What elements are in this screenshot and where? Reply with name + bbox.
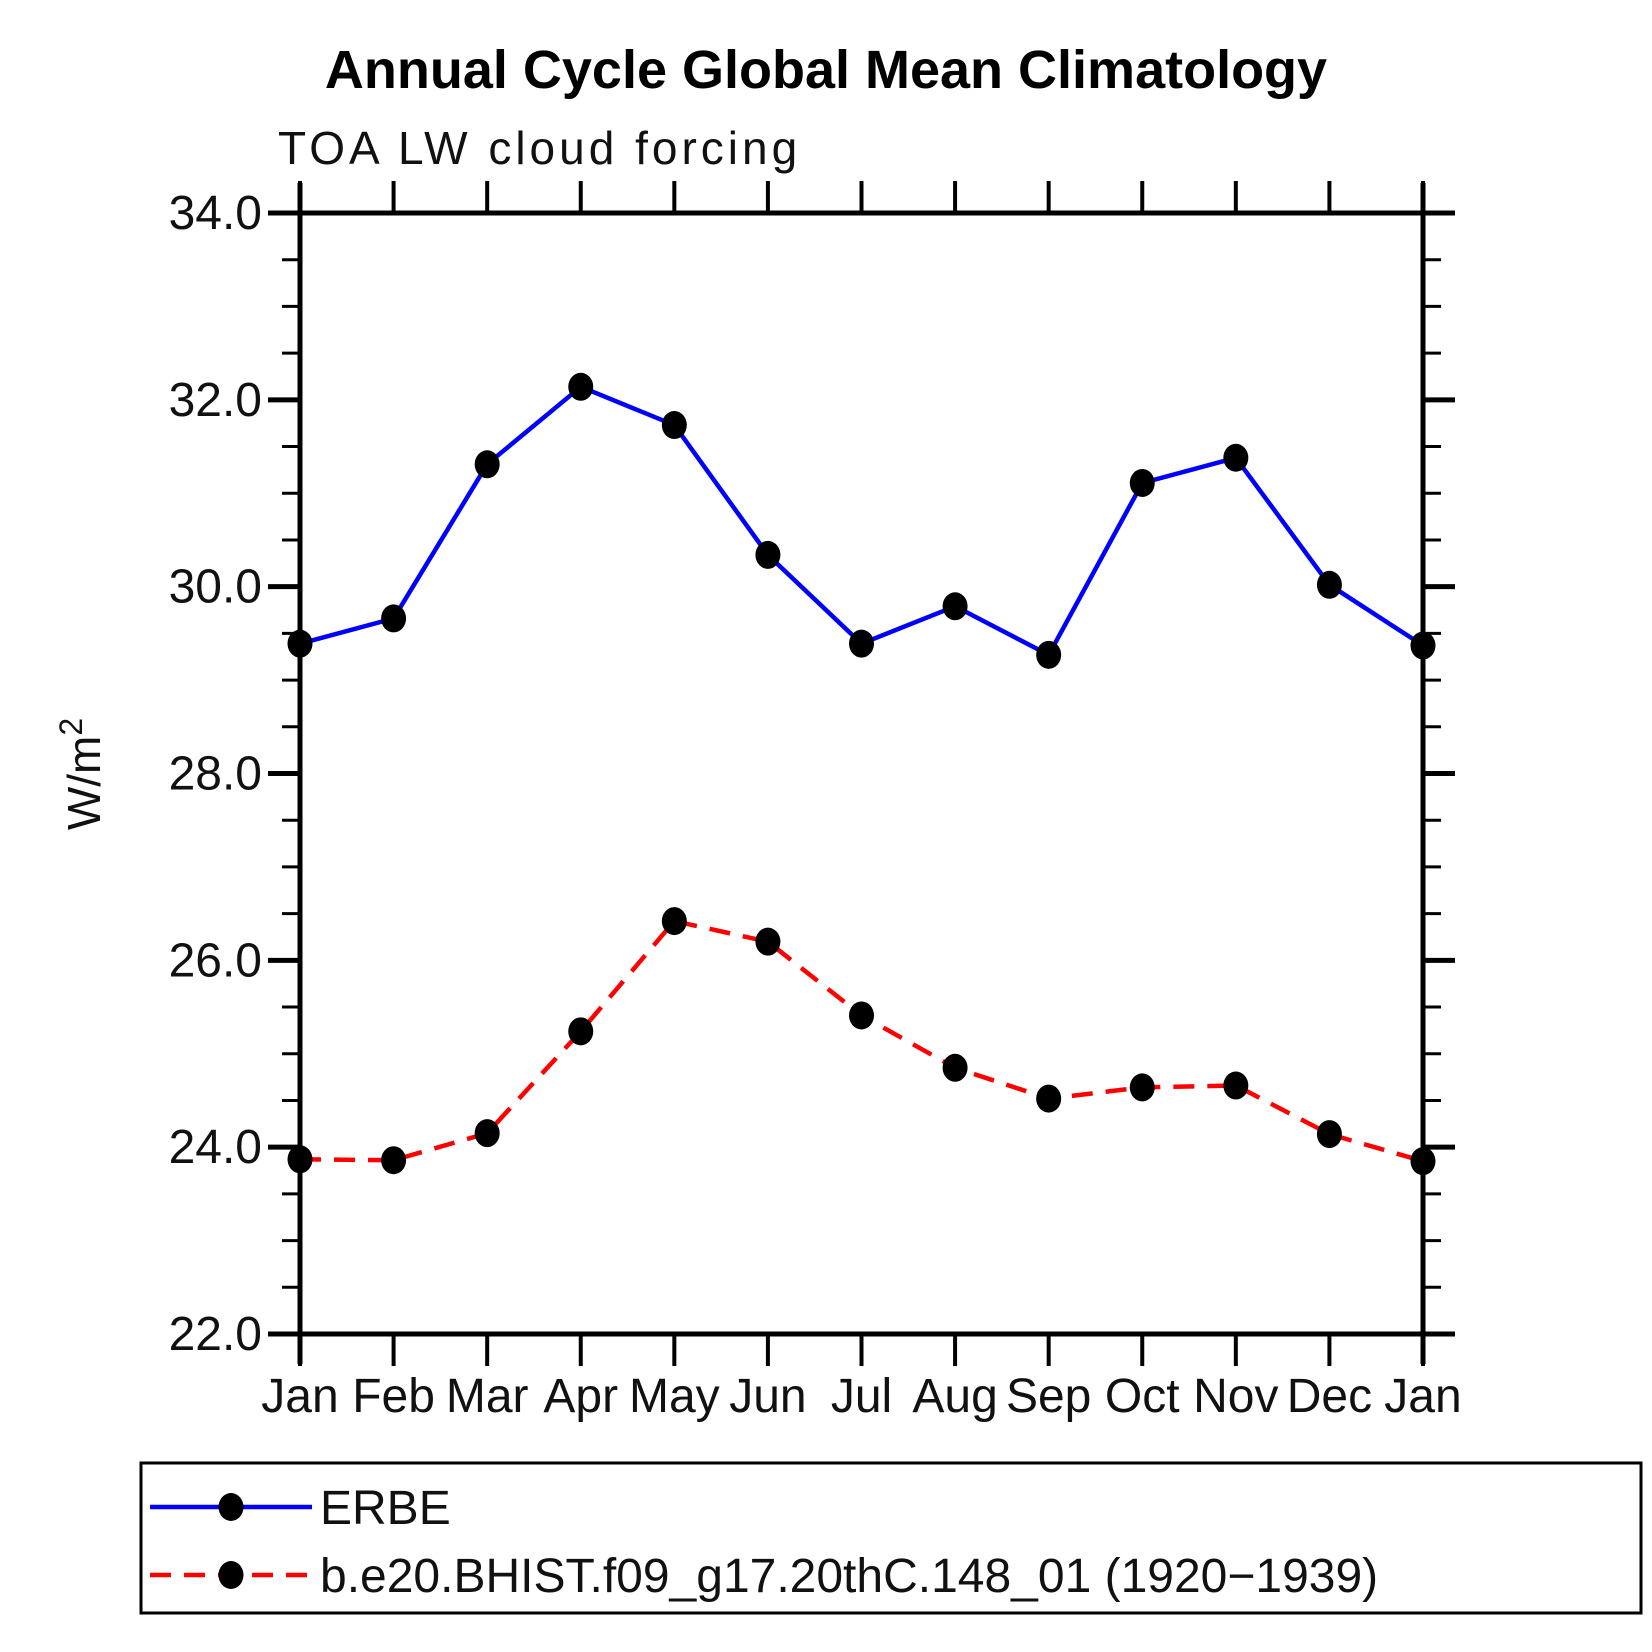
x-tick-label: Jan [1384, 1370, 1461, 1423]
y-tick-label: 30.0 [169, 561, 262, 614]
data-point-marker-model [1223, 1071, 1249, 1100]
y-tick-label: 24.0 [169, 1121, 262, 1174]
legend-marker-icon [218, 1493, 244, 1521]
data-point-marker-model [1410, 1147, 1436, 1176]
x-tick-label: Oct [1105, 1370, 1180, 1423]
legend-label-erbe: ERBE [320, 1482, 451, 1535]
data-point-marker-erbe [381, 604, 407, 633]
x-tick-label: Aug [912, 1370, 997, 1423]
data-point-marker-model [1316, 1120, 1342, 1149]
data-point-marker-erbe [755, 540, 781, 569]
data-point-marker-erbe [1129, 468, 1155, 497]
data-point-marker-erbe [661, 411, 687, 440]
data-point-marker-erbe [568, 372, 594, 401]
data-point-marker-model [1129, 1073, 1155, 1102]
data-point-marker-model [661, 907, 687, 936]
series-line-erbe [299, 384, 1425, 658]
data-point-marker-model [474, 1119, 500, 1148]
data-point-marker-model [755, 927, 781, 956]
y-tick-label: 22.0 [169, 1308, 262, 1361]
legend-marker-icon [218, 1561, 244, 1589]
x-tick-label: May [629, 1370, 720, 1423]
x-tick-label: Jun [729, 1370, 806, 1423]
data-point-marker-model [849, 1001, 874, 1030]
x-tick-label: Jul [831, 1370, 892, 1423]
data-point-marker-model [942, 1053, 968, 1082]
data-point-marker-model [1036, 1084, 1062, 1113]
chart-title: Annual Cycle Global Mean Climatology [325, 40, 1327, 100]
data-point-marker-erbe [849, 629, 874, 658]
data-point-marker-erbe [1316, 570, 1342, 599]
x-tick-label: Apr [543, 1370, 618, 1423]
y-tick-label: 34.0 [169, 187, 262, 240]
data-point-marker-erbe [287, 629, 313, 658]
y-axis-unit-label: W/m2 [53, 718, 110, 830]
x-tick-label: Sep [1006, 1370, 1091, 1423]
data-point-marker-erbe [474, 450, 500, 479]
data-point-marker-model [381, 1146, 407, 1175]
data-point-marker-erbe [942, 592, 968, 621]
legend-box [139, 1461, 1643, 1615]
data-point-marker-model [568, 1017, 594, 1046]
chart-subtitle: TOA LW cloud forcing [278, 122, 801, 174]
x-tick-label: Feb [352, 1370, 435, 1423]
y-axis-unit-base: W/m [58, 736, 110, 831]
data-point-marker-erbe [1223, 443, 1249, 472]
legend-label-model: b.e20.BHIST.f09_g17.20thC.148_01 (1920−1… [320, 1550, 1378, 1603]
series-line-model [299, 918, 1424, 1164]
y-tick-label: 28.0 [169, 748, 262, 801]
axes-group: 22.0 24.0 26.0 28.0 30.0 32.0 34.0 Jan Feb Mar Apr… [169, 181, 1462, 1423]
x-tick-label: Mar [446, 1370, 529, 1423]
y-axis-unit-exponent: 2 [53, 718, 89, 736]
series-group [287, 372, 1436, 1176]
y-tick-label: 26.0 [169, 934, 262, 987]
legend: ERBE b.e20.BHIST.f09_g17.20thC.148_01 (19… [139, 1461, 1643, 1615]
x-tick-label: Nov [1193, 1370, 1278, 1423]
x-tick-label: Jan [261, 1370, 338, 1423]
x-tick-label: Dec [1287, 1370, 1372, 1423]
y-tick-label: 32.0 [169, 374, 262, 427]
data-point-marker-erbe [1036, 640, 1062, 669]
data-point-marker-model [287, 1145, 313, 1174]
data-point-marker-erbe [1410, 631, 1436, 660]
